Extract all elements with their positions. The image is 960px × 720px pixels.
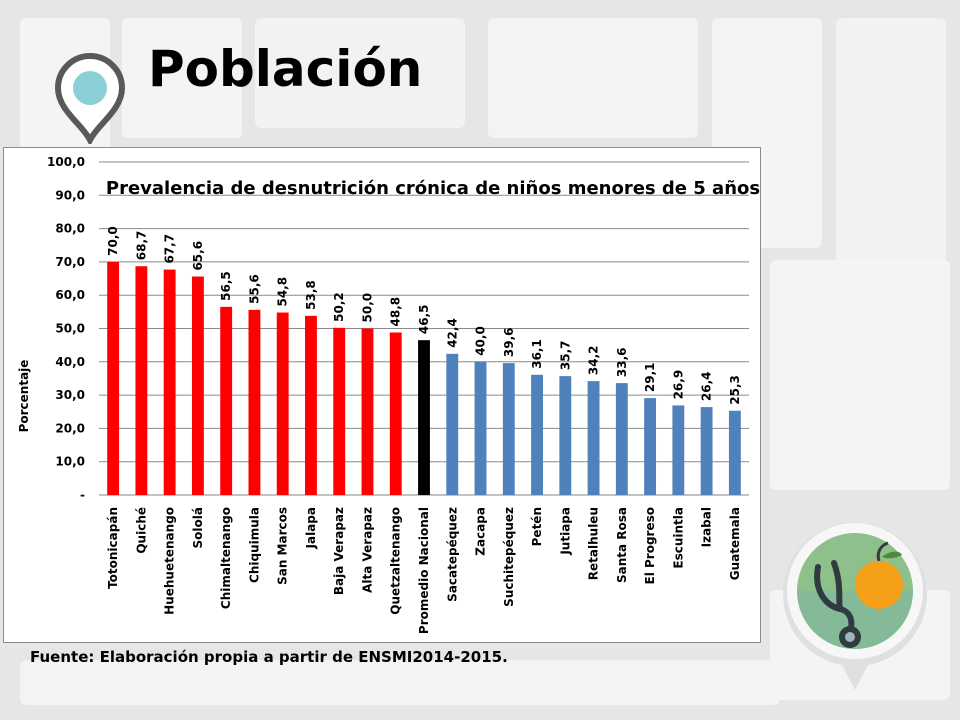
x-tick-label: Baja Verapaz	[332, 507, 346, 595]
y-tick-label: 100,0	[47, 155, 85, 169]
data-label: 26,9	[671, 370, 685, 400]
data-label: 29,1	[643, 362, 657, 392]
bar	[502, 363, 515, 495]
bar	[418, 340, 430, 495]
data-label: 48,8	[389, 297, 403, 327]
x-tick-label: Chiquimula	[247, 507, 261, 583]
x-tick-label: San Marcos	[276, 507, 290, 585]
data-label: 55,6	[247, 274, 261, 304]
y-tick-label: -	[80, 488, 85, 502]
stethoscope-fruit-icon	[783, 522, 927, 690]
bar-chart: Prevalencia de desnutrición crónica de n…	[17, 155, 760, 634]
bar	[333, 327, 346, 495]
bar	[305, 315, 317, 495]
bar	[587, 381, 600, 495]
bar	[615, 383, 628, 495]
x-tick-label: Zacapa	[474, 507, 488, 556]
data-label: 25,3	[728, 375, 742, 405]
data-label: 68,7	[134, 231, 148, 261]
x-tick-label: Escuintla	[671, 507, 685, 569]
chart-container: Prevalencia de desnutrición crónica de n…	[3, 147, 761, 643]
data-label: 40,0	[474, 326, 488, 356]
x-tick-label: Chimaltenango	[219, 507, 233, 609]
x-tick-label: Sololá	[191, 507, 205, 548]
data-label: 33,6	[615, 348, 629, 378]
y-tick-label: 10,0	[55, 455, 85, 469]
x-tick-label: Quiché	[134, 507, 148, 554]
y-tick-label: 40,0	[55, 355, 85, 369]
x-tick-label: Alta Verapaz	[360, 507, 374, 593]
data-label: 50,0	[360, 293, 374, 323]
bar	[446, 353, 459, 495]
y-tick-label: 30,0	[55, 388, 85, 402]
y-tick-label: 60,0	[55, 288, 85, 302]
x-tick-label: Huehuetenango	[163, 507, 177, 615]
data-label: 46,5	[417, 305, 431, 335]
x-tick-label: Petén	[530, 507, 544, 546]
y-tick-label: 80,0	[55, 222, 85, 236]
data-label: 53,8	[304, 280, 318, 310]
data-label: 54,8	[276, 277, 290, 307]
bar	[191, 276, 204, 495]
bar	[276, 312, 289, 495]
x-tick-label: Sacatepéquez	[445, 507, 459, 602]
bar	[220, 306, 233, 495]
x-tick-label: Jutiapa	[558, 507, 572, 556]
x-tick-label: Jalapa	[304, 507, 318, 549]
data-label: 56,5	[219, 271, 233, 301]
bar	[163, 269, 176, 495]
bar	[474, 361, 487, 495]
y-tick-label: 20,0	[55, 421, 85, 435]
bar	[644, 398, 657, 495]
y-tick-label: 70,0	[55, 255, 85, 269]
x-tick-label: Promedio Nacional	[417, 507, 431, 634]
y-tick-label: 50,0	[55, 322, 85, 336]
bar	[700, 407, 713, 495]
data-label: 36,1	[530, 339, 544, 369]
bar	[248, 309, 261, 495]
data-label: 70,0	[106, 226, 120, 256]
x-tick-label: Totonicapán	[106, 507, 120, 589]
bar	[531, 374, 543, 495]
x-tick-label: Santa Rosa	[615, 507, 629, 583]
bar	[361, 328, 374, 495]
x-tick-label: Retalhuleu	[587, 507, 601, 580]
x-tick-label: Quetzaltenango	[389, 507, 403, 615]
data-label: 39,6	[502, 328, 516, 358]
y-tick-label: 90,0	[55, 188, 85, 202]
data-label: 65,6	[191, 241, 205, 271]
x-tick-label: Izabal	[700, 507, 714, 547]
location-pin-icon	[54, 53, 126, 144]
data-label: 35,7	[558, 341, 572, 371]
page-title: Población	[148, 40, 423, 98]
data-label: 26,4	[700, 371, 714, 401]
data-label: 42,4	[445, 318, 459, 348]
bar	[728, 410, 741, 495]
x-tick-label: Guatemala	[728, 507, 742, 580]
x-tick-label: El Progreso	[643, 507, 657, 584]
chart-title: Prevalencia de desnutrición crónica de n…	[106, 178, 760, 199]
x-tick-label: Suchitepéquez	[502, 507, 516, 607]
bar	[672, 405, 685, 495]
data-label: 34,2	[587, 346, 601, 376]
y-axis-label: Porcentaje	[17, 360, 31, 433]
source-note: Fuente: Elaboración propia a partir de E…	[30, 648, 508, 666]
bar	[559, 376, 572, 495]
bar	[107, 261, 120, 495]
data-label: 67,7	[163, 234, 177, 264]
bar	[389, 332, 402, 495]
data-label: 50,2	[332, 292, 346, 322]
bar	[135, 266, 148, 495]
